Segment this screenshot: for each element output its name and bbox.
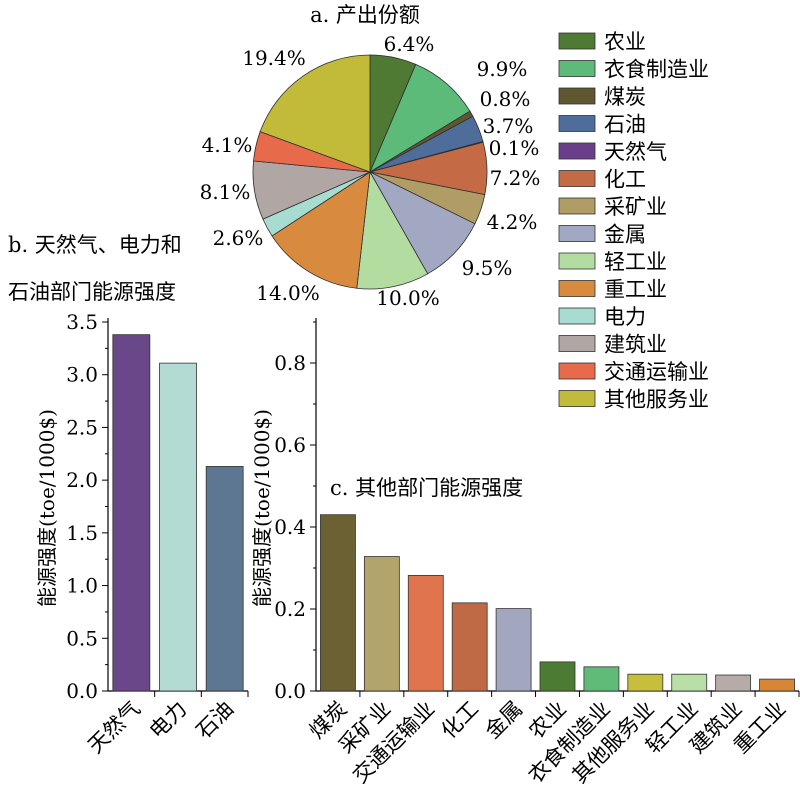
legend-label-0: 农业 xyxy=(604,30,646,54)
pie-label-12: 4.1% xyxy=(202,133,253,157)
chart-c-bar-3 xyxy=(451,602,488,692)
legend-swatch-8 xyxy=(558,252,596,270)
pie-label-6: 4.2% xyxy=(487,210,538,234)
chart-c-y-tick-label: 0.8 xyxy=(274,351,306,375)
legend-swatch-9 xyxy=(558,280,596,297)
chart-b-y-axis-label: 能源强度(toe/1000$) xyxy=(35,409,59,607)
legend-swatch-0 xyxy=(558,32,596,50)
pie-label-9: 14.0% xyxy=(256,281,320,305)
pie-chart-output-share: a. 产出份额 6.4% 9.9% 0.8% 3.7%0.1% 7.2% 4.2% 9.5%… xyxy=(200,3,541,310)
legend-swatch-7 xyxy=(558,225,596,242)
chart-b-bar-1 xyxy=(159,362,197,692)
pie-label-10: 2.6% xyxy=(213,226,264,250)
chart-c-y-axis-label: 能源强度(toe/1000$) xyxy=(250,409,274,607)
pie-label-3: 3.7% xyxy=(483,114,534,138)
pie-label-0: 6.4% xyxy=(384,32,435,56)
pie-label-5: 7.2% xyxy=(490,166,541,190)
chart-c-y-tick-label: 0.4 xyxy=(274,515,306,539)
chart-c-bar-7 xyxy=(627,673,664,692)
chart-b-y-tick-label: 1.0 xyxy=(66,574,98,598)
pie-slice-1 xyxy=(369,63,471,173)
chart-b-x-label-0: 天然气 xyxy=(83,697,145,759)
legend-swatch-10 xyxy=(558,307,596,325)
chart-b-y-tick-label: 0.5 xyxy=(66,626,98,650)
legend-label-2: 煤炭 xyxy=(604,85,646,109)
legend-swatch-12 xyxy=(558,362,596,380)
chart-b-y-tick-label: 3.0 xyxy=(66,363,98,387)
pie-label-11: 8.1% xyxy=(200,180,251,204)
legend-label-3: 石油 xyxy=(604,113,646,137)
chart-b-y-tick-label: 2.5 xyxy=(66,415,98,439)
legend-swatch-6 xyxy=(558,197,596,215)
chart-b-title-line1: b. 天然气、电力和 xyxy=(8,233,182,257)
chart-c-y-tick-label: 0.0 xyxy=(274,679,306,703)
chart-b-y-tick-label: 3.5 xyxy=(66,310,98,334)
legend-swatch-2 xyxy=(558,87,596,105)
legend-label-8: 轻工业 xyxy=(604,250,667,274)
chart-c-bar-10 xyxy=(759,678,795,692)
chart-c-y-tick-label: 0.6 xyxy=(274,433,306,457)
chart-c-x-label-4: 金属 xyxy=(480,697,527,744)
chart-b-x-label-1: 电力 xyxy=(145,697,192,744)
pie-slice-9 xyxy=(271,171,371,289)
legend-swatch-4 xyxy=(558,142,596,160)
chart-b-title-line2: 石油部门能源强度 xyxy=(8,280,176,304)
chart-c-bar-4 xyxy=(495,608,532,692)
pie-label-1: 9.9% xyxy=(477,57,528,81)
legend-label-6: 采矿业 xyxy=(604,195,667,219)
chart-c-x-label-3: 化工 xyxy=(437,697,484,744)
legend-swatch-5 xyxy=(558,170,596,187)
legend-label-10: 电力 xyxy=(604,305,646,329)
pie-slice-13 xyxy=(259,54,371,173)
legend-label-7: 金属 xyxy=(604,223,646,247)
legend-swatch-3 xyxy=(558,115,596,132)
chart-c-bar-2 xyxy=(407,574,444,692)
pie-label-7: 9.5% xyxy=(462,256,513,280)
chart-c-y-tick-label: 0.2 xyxy=(274,597,306,621)
pie-label-2: 0.8% xyxy=(480,87,531,111)
chart-b-y-tick-label: 1.5 xyxy=(66,521,98,545)
legend-swatch-11 xyxy=(558,335,596,352)
chart-b-bar-2 xyxy=(205,466,244,692)
legend-label-1: 衣食制造业 xyxy=(604,58,709,82)
pie-slice-8 xyxy=(356,170,429,290)
chart-b-x-label-2: 石油 xyxy=(192,697,239,744)
legend-label-5: 化工 xyxy=(604,168,646,192)
chart-c-bar-9 xyxy=(715,674,752,692)
chart-c-bar-1 xyxy=(363,556,400,692)
chart-c-bar-5 xyxy=(539,661,576,692)
pie-slices xyxy=(252,54,488,290)
legend-label-12: 交通运输业 xyxy=(604,360,709,384)
pie-label-13: 19.4% xyxy=(242,46,306,70)
chart-c-title: c. 其他部门能源强度 xyxy=(330,476,523,500)
legend-label-9: 重工业 xyxy=(604,278,667,302)
chart-c-bar-8 xyxy=(671,673,708,692)
pie-label-8: 10.0% xyxy=(376,286,440,310)
bar-chart-b: b. 天然气、电力和 石油部门能源强度 能源强度(toe/1000$) 0.0 0… xyxy=(8,233,249,759)
pie-labels: 6.4% 9.9% 0.8% 3.7%0.1% 7.2% 4.2% 9.5% 10.0% 14.… xyxy=(200,32,541,310)
chart-c-bar-6 xyxy=(583,666,620,692)
legend-swatch-1 xyxy=(558,60,596,77)
chart-c-bars xyxy=(320,514,795,692)
bar-chart-c: c. 其他部门能源强度 能源强度(toe/1000$) 0.0 0.2 0.4 0.6… xyxy=(250,318,800,788)
chart-b-bars xyxy=(112,334,244,692)
chart-b-y-tick-label: 0.0 xyxy=(66,679,98,703)
chart-b-bar-0 xyxy=(112,334,151,692)
legend: 农业衣食制造业煤炭石油天然气化工采矿业金属轻工业重工业电力建筑业交通运输业其他服… xyxy=(558,30,709,412)
chart-b-y-tick-label: 2.0 xyxy=(66,468,98,492)
legend-swatch-13 xyxy=(558,390,596,407)
pie-label-4: 0.1% xyxy=(489,136,540,160)
pie-title: a. 产出份额 xyxy=(310,3,420,27)
legend-label-13: 其他服务业 xyxy=(604,388,709,412)
legend-label-4: 天然气 xyxy=(604,140,667,164)
legend-label-11: 建筑业 xyxy=(604,333,667,357)
chart-c-bar-0 xyxy=(320,514,356,692)
